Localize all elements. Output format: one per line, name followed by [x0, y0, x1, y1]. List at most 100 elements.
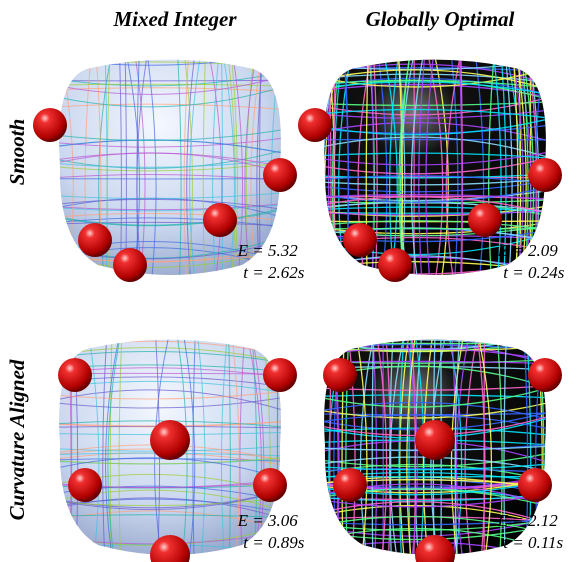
field-line — [176, 59, 182, 275]
field-line — [324, 177, 546, 186]
field-line — [59, 351, 281, 365]
field-line — [59, 191, 281, 200]
field-line — [324, 59, 546, 63]
field-line — [371, 339, 375, 555]
field-line — [324, 220, 546, 223]
field-line — [324, 220, 546, 235]
stat-symbol: E — [237, 241, 249, 260]
singularity — [203, 203, 237, 237]
field-line — [475, 339, 493, 555]
field-line — [324, 209, 546, 216]
field-line — [369, 59, 375, 275]
field-line — [371, 339, 378, 555]
stat-relation: = — [512, 241, 523, 260]
field-line — [189, 59, 204, 275]
field-line — [425, 59, 436, 275]
field-line — [59, 395, 281, 409]
field-line — [59, 389, 281, 414]
singularity — [78, 223, 112, 257]
singularity — [415, 420, 455, 460]
stat-relation: = — [512, 533, 523, 552]
field-line — [324, 81, 546, 97]
field-line — [107, 339, 124, 555]
field-line — [473, 59, 485, 275]
singularity — [298, 108, 332, 142]
stat-symbol: E — [497, 241, 509, 260]
stat-symbol: t — [503, 533, 509, 552]
field-line — [324, 184, 546, 203]
row-header: Curvature Aligned — [5, 359, 29, 520]
field-line — [324, 116, 546, 136]
field-line — [220, 339, 229, 555]
field-line — [59, 389, 281, 400]
singularity — [528, 158, 562, 192]
column-header: Globally Optimal — [366, 7, 515, 31]
field-line — [59, 73, 281, 95]
field-line — [195, 339, 206, 555]
field-line — [406, 339, 418, 555]
singularity — [263, 358, 297, 392]
field-line — [374, 339, 388, 555]
row-header: Smooth — [5, 119, 29, 186]
field-line — [59, 213, 281, 223]
field-line — [503, 339, 508, 555]
field-line — [324, 100, 546, 107]
stat-value: 2.62s — [268, 263, 305, 282]
field-line — [59, 152, 281, 169]
field-line — [324, 123, 546, 134]
field-line — [324, 108, 546, 120]
field-line — [324, 401, 546, 423]
stat-relation: = — [252, 533, 263, 552]
field-line — [244, 59, 259, 275]
singularity — [150, 535, 190, 562]
singularity — [113, 248, 147, 282]
singularity — [333, 468, 367, 502]
field-line — [499, 59, 507, 275]
field-line — [59, 206, 281, 227]
cell: E = 5.32 t = 2.62s — [33, 59, 305, 282]
field-line — [227, 339, 231, 555]
field-line — [109, 339, 113, 555]
singularity — [378, 248, 412, 282]
field-line — [324, 220, 546, 232]
field-line — [324, 462, 546, 471]
field-line — [353, 339, 368, 555]
field-line — [324, 196, 546, 217]
stat-value: 2.12 — [528, 511, 558, 530]
stat-value: 5.32 — [268, 241, 298, 260]
stat-relation: = — [512, 263, 523, 282]
field-line — [239, 339, 247, 555]
field-line — [105, 339, 123, 555]
field-line — [59, 198, 281, 212]
field-line — [324, 59, 325, 275]
field-line — [118, 339, 123, 555]
field-line — [59, 205, 281, 226]
field-line — [59, 103, 281, 111]
cell: E = 3.06 t = 0.89s — [45, 323, 305, 562]
field-line — [491, 59, 502, 275]
field-line — [230, 59, 243, 275]
cell: E = 2.09 t = 0.24s — [298, 59, 565, 282]
field-line — [59, 161, 281, 172]
field-line — [324, 206, 546, 214]
field-line — [106, 59, 112, 275]
singularity — [518, 468, 552, 502]
singularity — [343, 223, 377, 257]
singularity — [528, 358, 562, 392]
field-line — [225, 59, 236, 275]
cell: E = 2.12 t = 0.11s — [323, 339, 563, 562]
field-line — [455, 339, 472, 555]
field-line — [59, 79, 281, 82]
field-line — [102, 339, 109, 555]
field-line — [59, 83, 281, 87]
stat-symbol: E — [497, 511, 509, 530]
stat-symbol: t — [243, 263, 249, 282]
field-line — [389, 339, 408, 555]
field-line — [45, 323, 58, 562]
stat-relation: = — [252, 511, 263, 530]
field-line — [192, 339, 197, 555]
field-line — [220, 59, 235, 275]
stat-relation: = — [512, 511, 523, 530]
field-line — [389, 339, 395, 555]
